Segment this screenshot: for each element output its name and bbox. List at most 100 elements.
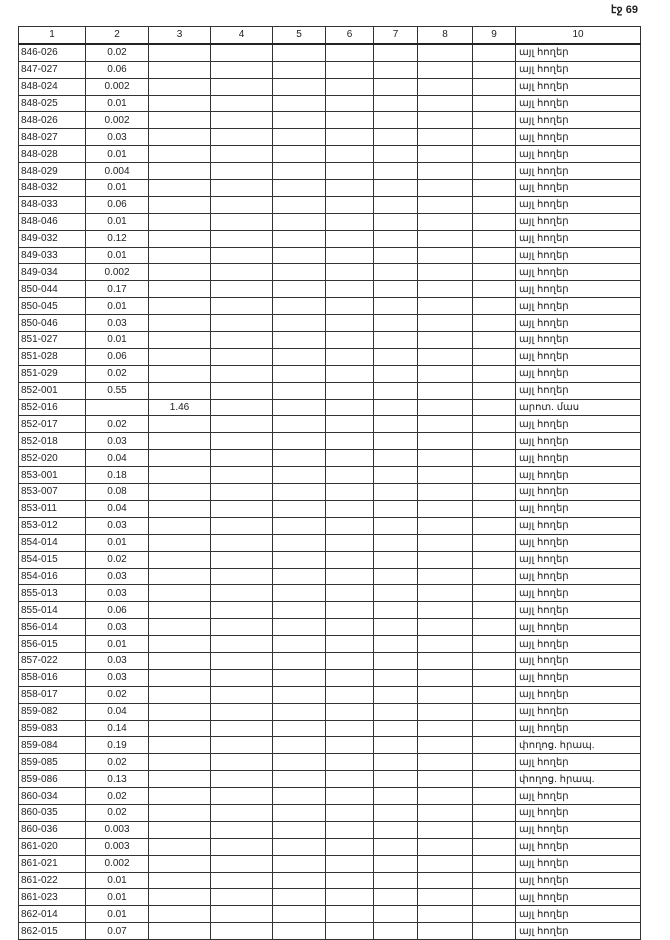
parcel-code: 861-023 (18, 888, 86, 907)
empty-cell (472, 449, 516, 468)
parcel-code: 856-015 (18, 635, 86, 653)
land-type: այլ հողեր (515, 128, 641, 147)
area-value-col3 (148, 533, 211, 552)
area-value-col3 (148, 837, 211, 856)
parcel-code: 851-028 (18, 347, 86, 366)
empty-cell (417, 466, 473, 485)
empty-cell (272, 854, 326, 873)
empty-cell (325, 179, 374, 197)
empty-cell (417, 43, 473, 62)
empty-cell (417, 736, 473, 755)
parcel-code: 862-015 (18, 922, 86, 940)
empty-cell (210, 837, 273, 856)
empty-cell (373, 854, 418, 873)
parcel-code: 859-086 (18, 770, 86, 789)
area-value: 0.18 (85, 466, 149, 485)
land-type: այլ հողեր (515, 162, 641, 181)
area-value-col3 (148, 466, 211, 485)
area-value: 0.06 (85, 347, 149, 366)
empty-cell (472, 246, 516, 265)
empty-cell (373, 43, 418, 62)
parcel-code: 849-034 (18, 263, 86, 282)
empty-cell (373, 263, 418, 282)
parcel-code: 854-015 (18, 550, 86, 569)
empty-cell (210, 415, 273, 434)
empty-cell (325, 635, 374, 653)
area-value: 0.01 (85, 145, 149, 164)
table-row: 859-086 0.13 փողոց. հրապ. (18, 770, 641, 789)
area-value-col3 (148, 43, 211, 62)
column-header: 9 (472, 25, 516, 45)
area-value: 0.003 (85, 820, 149, 839)
empty-cell (417, 195, 473, 214)
empty-cell (472, 905, 516, 924)
empty-cell (373, 314, 418, 333)
empty-cell (417, 364, 473, 383)
empty-cell (210, 381, 273, 400)
empty-cell (373, 601, 418, 620)
column-header: 2 (85, 25, 149, 45)
empty-cell (325, 483, 374, 501)
empty-cell (272, 111, 326, 130)
empty-cell (417, 905, 473, 924)
empty-cell (325, 854, 374, 873)
empty-cell (373, 297, 418, 316)
area-value-col3 (148, 449, 211, 468)
empty-cell (373, 449, 418, 468)
area-value: 0.01 (85, 246, 149, 265)
land-type: այլ հողեր (515, 195, 641, 214)
empty-cell (325, 702, 374, 721)
empty-cell (325, 499, 374, 518)
table-row: 855-014 0.06 այլ հողեր (18, 601, 641, 620)
area-value: 0.04 (85, 449, 149, 468)
empty-cell (373, 668, 418, 687)
table-row: 851-029 0.02 այլ հողեր (18, 364, 641, 383)
area-value: 0.003 (85, 837, 149, 856)
empty-cell (325, 128, 374, 147)
empty-cell (210, 888, 273, 907)
table-row: 853-012 0.03 այլ հողեր (18, 516, 641, 535)
table-row: 848-025 0.01 այլ հողեր (18, 94, 641, 113)
empty-cell (210, 145, 273, 164)
land-type: այլ հողեր (515, 263, 641, 282)
empty-cell (272, 601, 326, 620)
empty-cell (417, 314, 473, 333)
empty-cell (417, 263, 473, 282)
area-value: 0.02 (85, 43, 149, 62)
area-value-col3 (148, 584, 211, 603)
empty-cell (417, 922, 473, 940)
empty-cell (272, 871, 326, 890)
table-row: 858-016 0.03 այլ հողեր (18, 668, 641, 687)
empty-cell (325, 601, 374, 620)
area-value: 0.08 (85, 483, 149, 501)
empty-cell (417, 550, 473, 569)
empty-cell (472, 567, 516, 586)
empty-cell (210, 297, 273, 316)
empty-cell (373, 364, 418, 383)
parcel-code: 850-045 (18, 297, 86, 316)
table-row: 861-021 0.002 այլ հողեր (18, 854, 641, 873)
empty-cell (417, 803, 473, 822)
land-type: արոտ. մաս (515, 398, 641, 417)
empty-cell (272, 466, 326, 485)
empty-cell (373, 820, 418, 839)
land-type: այլ հողեր (515, 229, 641, 248)
table-row: 854-016 0.03 այլ հողեր (18, 567, 641, 586)
parcel-code: 860-035 (18, 803, 86, 822)
empty-cell (210, 635, 273, 653)
empty-cell (373, 162, 418, 181)
empty-cell (210, 601, 273, 620)
area-value-col3 (148, 432, 211, 451)
empty-cell (472, 770, 516, 789)
area-value: 0.01 (85, 905, 149, 924)
empty-cell (210, 111, 273, 130)
empty-cell (472, 111, 516, 130)
area-value: 0.01 (85, 871, 149, 890)
table-row: 849-034 0.002 այլ հողեր (18, 263, 641, 282)
table-row: 862-015 0.07 այլ հողեր (18, 922, 641, 940)
empty-cell (325, 111, 374, 130)
table-row: 849-033 0.01 այլ հողեր (18, 246, 641, 265)
area-value-col3 (148, 331, 211, 349)
empty-cell (373, 229, 418, 248)
land-type: այլ հողեր (515, 466, 641, 485)
